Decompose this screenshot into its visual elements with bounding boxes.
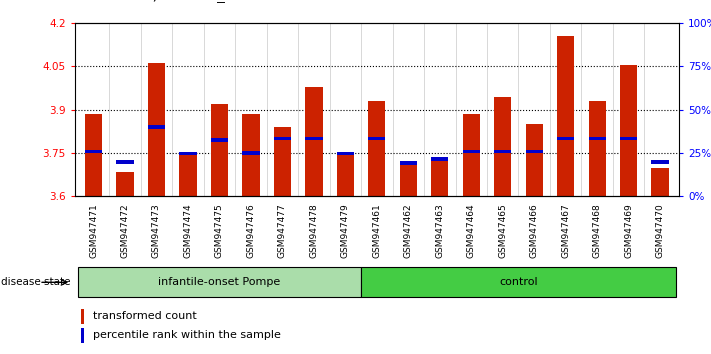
Bar <box>368 137 385 141</box>
Text: GSM947478: GSM947478 <box>309 204 319 258</box>
Text: GSM947467: GSM947467 <box>561 204 570 258</box>
Bar <box>242 114 260 196</box>
Text: GSM947473: GSM947473 <box>152 204 161 258</box>
Text: GSM947463: GSM947463 <box>435 204 444 258</box>
Bar <box>85 114 102 196</box>
Text: GSM947475: GSM947475 <box>215 204 224 258</box>
Text: infantile-onset Pompe: infantile-onset Pompe <box>159 277 281 287</box>
Bar <box>117 172 134 196</box>
Text: transformed count: transformed count <box>92 311 196 321</box>
Text: GSM947469: GSM947469 <box>624 204 633 258</box>
Text: GDS4410 / 232785_at: GDS4410 / 232785_at <box>89 0 241 2</box>
Bar <box>431 157 449 161</box>
Bar <box>148 125 165 129</box>
Bar <box>148 63 165 196</box>
Text: GSM947470: GSM947470 <box>656 204 665 258</box>
Bar <box>210 104 228 196</box>
Bar <box>463 114 480 196</box>
Bar <box>274 127 291 196</box>
Bar <box>651 167 669 196</box>
Bar <box>368 101 385 196</box>
Bar <box>361 267 676 297</box>
Text: GSM947461: GSM947461 <box>373 204 381 258</box>
Bar <box>494 97 511 196</box>
Bar <box>77 267 361 297</box>
Bar <box>589 101 606 196</box>
Bar <box>525 124 543 196</box>
Bar <box>305 137 323 141</box>
Bar <box>431 159 449 196</box>
Text: GSM947474: GSM947474 <box>183 204 193 258</box>
Text: GSM947468: GSM947468 <box>593 204 602 258</box>
Text: GSM947479: GSM947479 <box>341 204 350 258</box>
Text: GSM947477: GSM947477 <box>278 204 287 258</box>
Bar <box>80 328 84 343</box>
Text: disease state: disease state <box>1 277 71 287</box>
Bar <box>589 137 606 141</box>
Bar <box>80 309 84 324</box>
Bar <box>274 137 291 141</box>
Bar <box>557 36 574 196</box>
Bar <box>85 150 102 153</box>
Bar <box>651 160 669 164</box>
Bar <box>210 138 228 142</box>
Text: GSM947466: GSM947466 <box>530 204 539 258</box>
Text: percentile rank within the sample: percentile rank within the sample <box>92 330 281 341</box>
Bar <box>400 163 417 196</box>
Bar <box>337 152 354 155</box>
Bar <box>179 152 197 155</box>
Text: control: control <box>499 277 538 287</box>
Text: GSM947465: GSM947465 <box>498 204 507 258</box>
Bar <box>117 160 134 164</box>
Bar <box>179 155 197 196</box>
Text: GSM947462: GSM947462 <box>404 204 413 258</box>
Bar <box>242 152 260 155</box>
Bar <box>463 150 480 153</box>
Bar <box>620 137 637 141</box>
Text: GSM947464: GSM947464 <box>466 204 476 258</box>
Bar <box>620 65 637 196</box>
Text: GSM947471: GSM947471 <box>89 204 98 258</box>
Bar <box>525 150 543 153</box>
Text: GSM947476: GSM947476 <box>247 204 255 258</box>
Bar <box>494 150 511 153</box>
Bar <box>557 137 574 141</box>
Bar <box>400 161 417 165</box>
Bar <box>337 155 354 196</box>
Bar <box>305 87 323 196</box>
Text: GSM947472: GSM947472 <box>121 204 129 258</box>
